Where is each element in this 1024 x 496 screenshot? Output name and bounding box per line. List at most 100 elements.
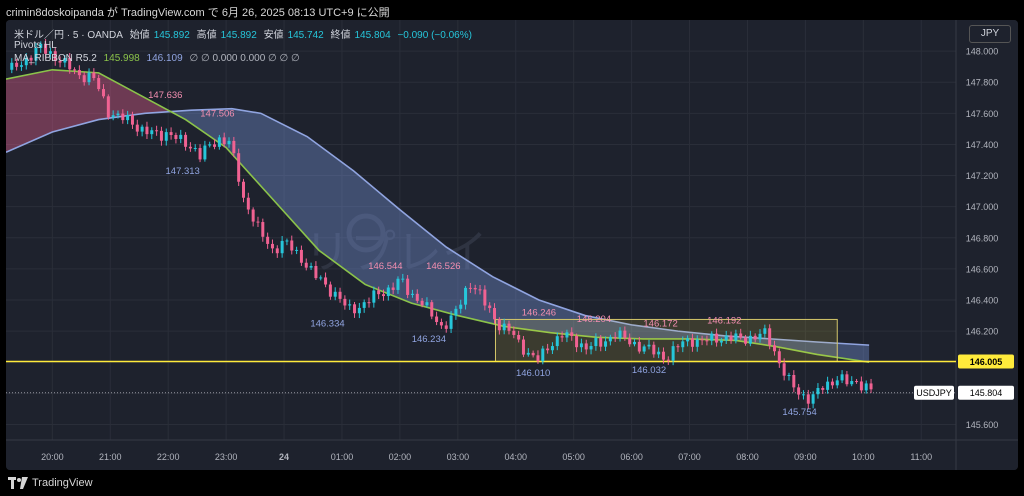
x-tick-label: 11:00 <box>910 452 932 462</box>
candle-body <box>415 293 419 301</box>
ribbon-fill-bullish <box>171 108 870 363</box>
symbol-name[interactable]: 米ドル／円 · 5 · OANDA <box>14 30 123 41</box>
candle-body <box>584 343 588 350</box>
candle-body <box>493 308 497 320</box>
tradingview-footer[interactable]: TradingView <box>8 477 93 490</box>
ohlc-legend: 米ドル／円 · 5 · OANDA 始値 145.892 高値 145.892 安値… <box>14 26 476 41</box>
ribbon-fast-value: 145.998 <box>103 53 140 64</box>
candle-body <box>285 240 289 242</box>
ma-fast-line <box>6 68 870 364</box>
candle-body <box>174 135 178 139</box>
candle-body <box>821 387 825 390</box>
candle-body <box>671 346 675 361</box>
x-tick-label: 08:00 <box>736 452 759 462</box>
candle-body <box>637 341 641 352</box>
candle-body <box>488 305 492 309</box>
open-label: 始値 <box>129 30 150 41</box>
candle-body <box>777 351 781 364</box>
x-tick-label: 24 <box>279 452 289 462</box>
ribbon-slow-value: 146.109 <box>146 53 183 64</box>
candle-body <box>748 335 752 344</box>
candle-body <box>290 240 294 251</box>
level-price-value: 146.005 <box>970 357 1003 367</box>
candle-body <box>473 287 477 290</box>
candle-body <box>386 287 390 297</box>
candle-body <box>468 287 472 289</box>
grid <box>6 20 1018 470</box>
candle-body <box>401 278 405 280</box>
price-chart[interactable]: リプレイ 147.636 147.506 147.313 146.544 146.526… <box>6 20 1018 470</box>
candle-body <box>338 291 342 299</box>
candle-body <box>97 78 101 90</box>
candle-body <box>15 62 19 67</box>
candle-body <box>106 96 110 118</box>
candle-body <box>251 209 255 222</box>
candle-body <box>203 145 207 160</box>
candle-body <box>256 221 260 223</box>
currency-button[interactable]: JPY <box>969 25 1011 43</box>
candle-body <box>666 359 670 361</box>
candle-body <box>517 334 521 340</box>
symbol-tag <box>914 385 954 400</box>
candle-body <box>550 346 554 351</box>
candle-body <box>242 181 245 198</box>
indicator-pivots[interactable]: Pivots HL <box>14 40 57 51</box>
y-tick-label: 147.600 <box>966 109 999 119</box>
candle-body <box>840 374 844 381</box>
candle-body <box>734 333 738 341</box>
ribbon-other-values: ∅ ∅ 0.000 0.000 ∅ ∅ ∅ <box>189 53 300 64</box>
candle-body <box>541 348 545 362</box>
candle-body <box>787 375 791 377</box>
candle-body <box>444 325 448 329</box>
candle-body <box>343 298 347 306</box>
close-value: 145.804 <box>354 30 391 41</box>
candle-body <box>111 115 115 118</box>
candle-body <box>357 307 361 314</box>
candle-body <box>29 57 33 61</box>
candle-body <box>565 332 569 338</box>
candles[interactable] <box>10 39 873 409</box>
candle-body <box>116 113 120 116</box>
pivot-low-label: 146.334 <box>310 318 344 329</box>
candle-body <box>198 148 202 160</box>
candle-body <box>526 352 530 355</box>
candle-body <box>661 351 665 360</box>
candle-body <box>826 381 830 390</box>
candle-body <box>188 146 192 149</box>
candle-body <box>478 289 482 291</box>
price-levels <box>6 360 956 394</box>
time-axis[interactable]: 20:00 21:00 22:00 23:00 24 01:00 02:00 03:00 04:… <box>41 452 932 462</box>
price-axis[interactable]: 148.000 147.800 147.600 147.400 147.200 147.0… <box>914 47 1014 430</box>
candle-body <box>266 236 270 244</box>
candle-body <box>512 330 516 335</box>
pivot-low-label: 147.313 <box>166 166 200 177</box>
candle-body <box>835 380 839 386</box>
y-tick-label: 147.000 <box>966 202 999 212</box>
candle-body <box>729 335 733 341</box>
candle-body <box>599 337 603 347</box>
y-tick-label: 148.000 <box>966 47 999 57</box>
candle-body <box>396 278 400 290</box>
candle-body <box>589 346 593 350</box>
candle-body <box>48 51 52 54</box>
chart-panel[interactable]: リプレイ 147.636 147.506 147.313 146.544 146.526… <box>6 20 1018 470</box>
candle-body <box>237 153 241 182</box>
pivot-labels: 147.636 147.506 147.313 146.544 146.526 146.3… <box>148 90 817 418</box>
candle-body <box>155 130 159 132</box>
candle-body <box>135 124 139 132</box>
candle-body <box>184 134 188 147</box>
candle-body <box>420 300 424 306</box>
candle-body <box>121 113 125 121</box>
candle-body <box>217 137 221 147</box>
candle-body <box>150 130 154 135</box>
candle-body <box>68 57 72 70</box>
candle-body <box>676 346 680 348</box>
candle-body <box>579 343 583 348</box>
candle-body <box>623 330 627 338</box>
candle-body <box>633 341 637 345</box>
indicator-ma-ribbon[interactable]: MA_RIBBON R5.2 145.998 146.109 ∅ ∅ 0.000… <box>14 53 304 64</box>
candle-body <box>367 302 371 304</box>
symbol-tag-label: USDJPY <box>916 388 952 398</box>
last-price-value: 145.804 <box>970 388 1003 398</box>
candle-body <box>130 115 134 125</box>
